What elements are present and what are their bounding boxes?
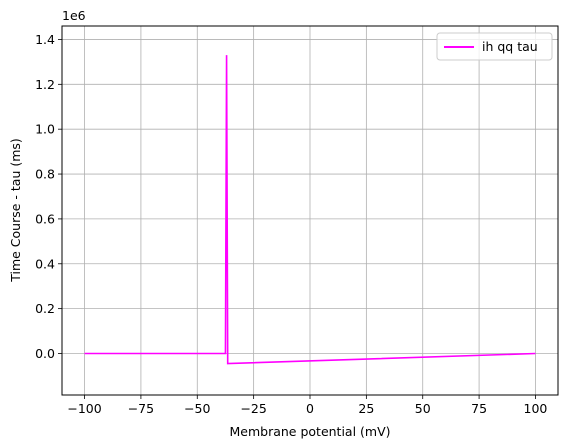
legend-box [436, 32, 553, 61]
x-tick-label: −50 [184, 401, 210, 416]
x-tick-label: −100 [67, 401, 101, 416]
x-tick-label: −25 [240, 401, 266, 416]
legend: ih qq tau [436, 32, 553, 61]
x-axis: −100 −75 −50 −25 0 25 50 75 100 [67, 395, 547, 416]
y-tick-label: 0.8 [35, 167, 55, 182]
x-tick-label: 50 [415, 401, 431, 416]
grid [62, 26, 558, 395]
y-tick-label: 1.0 [35, 122, 55, 137]
y-tick-label: 0.6 [35, 211, 55, 226]
series-line-0 [84, 55, 536, 365]
x-tick-label: 100 [524, 401, 548, 416]
y-tick-label: 0.0 [35, 346, 55, 361]
x-tick-label: 75 [471, 401, 487, 416]
y-axis-label: Time Course - tau (ms) [8, 138, 23, 283]
series-layer [84, 55, 536, 365]
x-axis-label: Membrane potential (mV) [229, 424, 390, 439]
x-tick-label: 25 [358, 401, 374, 416]
x-tick-label: −75 [128, 401, 154, 416]
y-tick-label: 0.4 [35, 256, 55, 271]
y-tick-label: 1.2 [35, 77, 55, 92]
y-tick-label: 0.2 [35, 301, 55, 316]
y-tick-label: 1.4 [35, 32, 55, 47]
y-offset-label: 1e6 [62, 8, 86, 23]
y-axis: 0.0 0.2 0.4 0.6 0.8 1.0 1.2 1.4 [35, 32, 62, 361]
legend-label: ih qq tau [482, 39, 538, 54]
x-tick-label: 0 [306, 401, 314, 416]
